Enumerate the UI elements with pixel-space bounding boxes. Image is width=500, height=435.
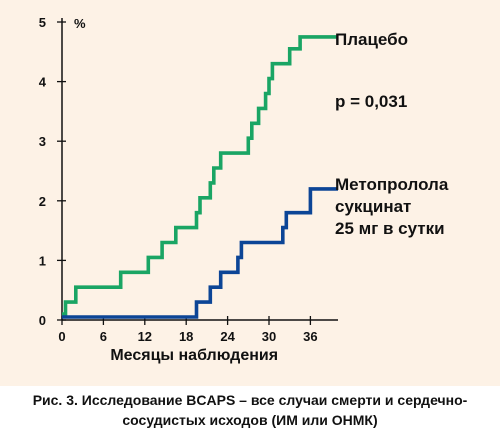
series-label-line: 25 мг в сутки [335, 219, 445, 238]
x-tick-label: 30 [262, 329, 276, 344]
y-tick-label: 0 [39, 313, 46, 328]
y-tick-label: 5 [39, 15, 46, 30]
labels: % Месяцы наблюдения Плацебо Метопролола сукц… [74, 16, 449, 364]
x-tick-label: 18 [179, 329, 193, 344]
x-tick-label: 24 [220, 329, 235, 344]
y-tick-label: 2 [39, 194, 46, 209]
series-label-placebo: Плацебо [335, 30, 408, 49]
y-tick-label: 3 [39, 134, 46, 149]
x-tick-label: 0 [58, 329, 65, 344]
axes [61, 18, 338, 321]
series-lines [62, 35, 338, 319]
x-axis-title: Месяцы наблюдения [110, 347, 278, 364]
x-tick-label: 36 [303, 329, 317, 344]
series-line-metoprolol [62, 187, 338, 319]
caption-line-2: сосудистых исходов (ИМ или ОНМК) [122, 412, 378, 428]
series-line-placebo [62, 35, 338, 316]
y-tick-label: 4 [39, 75, 47, 90]
p-value-annotation: p = 0,031 [335, 92, 407, 111]
y-unit-label: % [74, 16, 86, 31]
x-tick-label: 6 [100, 329, 107, 344]
figure-caption: Рис. 3. Исследование BCAPS – все случаи … [0, 390, 500, 430]
series-label-metoprolol: Метопролола сукцинат 25 мг в сутки [335, 175, 449, 238]
series-label-line: Метопролола [335, 175, 449, 194]
chart-figure: 0 1 2 3 4 5 0 6 12 18 24 30 36 % Месяцы наблюдения Пла… [0, 0, 500, 386]
series-label-line: сукцинат [335, 197, 411, 216]
x-tick-label: 12 [138, 329, 152, 344]
caption-line-1: Рис. 3. Исследование BCAPS – все случаи … [32, 392, 468, 408]
y-tick-label: 1 [39, 253, 46, 268]
